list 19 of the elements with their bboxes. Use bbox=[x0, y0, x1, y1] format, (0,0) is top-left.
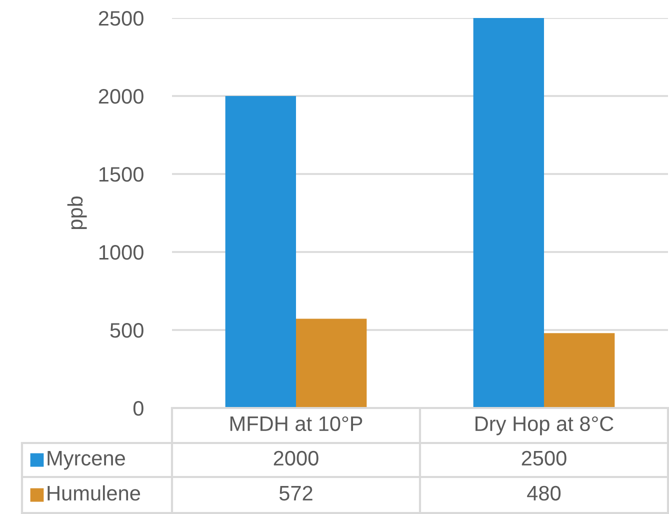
bar bbox=[296, 318, 367, 408]
legend-label: Myrcene bbox=[48, 451, 125, 470]
bar bbox=[225, 96, 296, 408]
data-label: 2000 bbox=[274, 450, 318, 466]
y-tick-label: 2000 bbox=[98, 89, 144, 104]
x-tick-label: Dry Hop at 8°C bbox=[476, 416, 614, 436]
data-label: 572 bbox=[279, 486, 312, 501]
y-tick-label: 0 bbox=[133, 401, 144, 416]
y-tick-label: 1500 bbox=[99, 167, 144, 182]
data-label: 480 bbox=[527, 486, 561, 501]
data-label: 2500 bbox=[522, 450, 566, 466]
y-tick-label: 1000 bbox=[99, 245, 144, 260]
bar bbox=[544, 333, 615, 408]
y-tick-label: 500 bbox=[110, 323, 144, 338]
bar bbox=[473, 18, 544, 408]
y-axis-title: ppb bbox=[67, 196, 87, 230]
legend-label: Humulene bbox=[48, 485, 140, 501]
x-tick-label: MFDH at 10°P bbox=[230, 416, 362, 432]
y-tick-label: 2500 bbox=[98, 11, 144, 26]
